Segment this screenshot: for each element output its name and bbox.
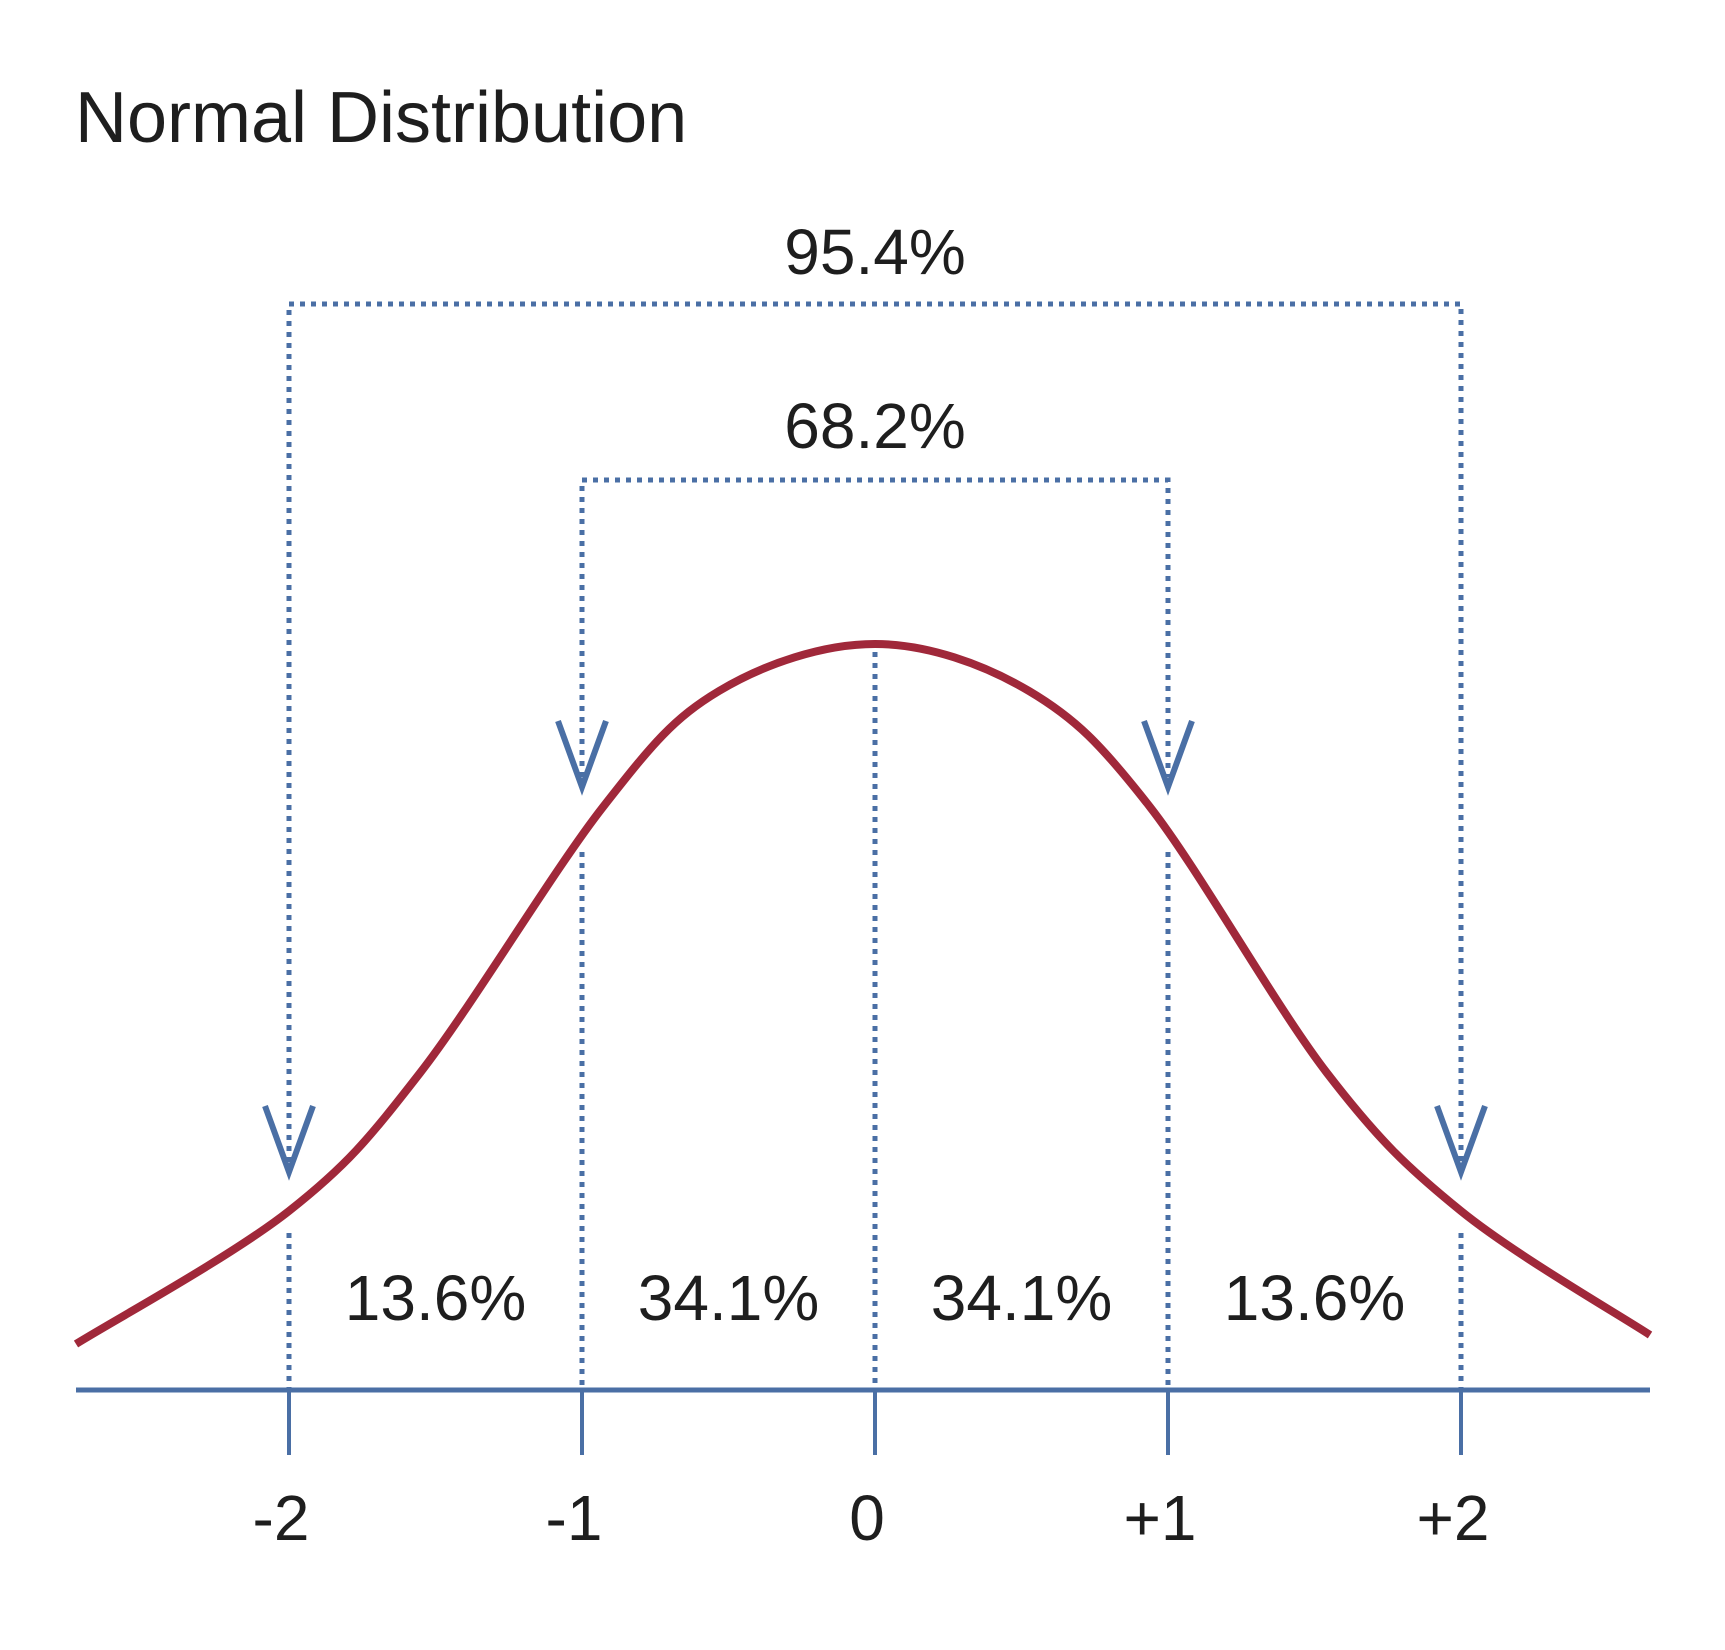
bracket-label: 68.2% bbox=[784, 390, 965, 462]
x-tick-label: -2 bbox=[253, 1482, 310, 1554]
bracket-line bbox=[286, 301, 1464, 1162]
arrow-down-icon bbox=[555, 719, 609, 796]
arrow-down-icon bbox=[1434, 1104, 1488, 1181]
arrow-down-icon bbox=[262, 1104, 316, 1181]
x-tick-label: 0 bbox=[849, 1482, 885, 1554]
segment-percent-label: 13.6% bbox=[345, 1262, 526, 1334]
chart-title: Normal Distribution bbox=[75, 78, 687, 158]
x-tick-label: -1 bbox=[546, 1482, 603, 1554]
bracket-label: 95.4% bbox=[784, 216, 965, 288]
distribution-curve bbox=[73, 639, 1653, 1348]
arrow-down-icon bbox=[1141, 719, 1195, 796]
x-tick-label: +2 bbox=[1417, 1482, 1490, 1554]
x-tick-label: +1 bbox=[1124, 1482, 1197, 1554]
segment-percent-label: 13.6% bbox=[1224, 1262, 1405, 1334]
segment-percent-label: 34.1% bbox=[638, 1262, 819, 1334]
segment-percent-label: 34.1% bbox=[931, 1262, 1112, 1334]
